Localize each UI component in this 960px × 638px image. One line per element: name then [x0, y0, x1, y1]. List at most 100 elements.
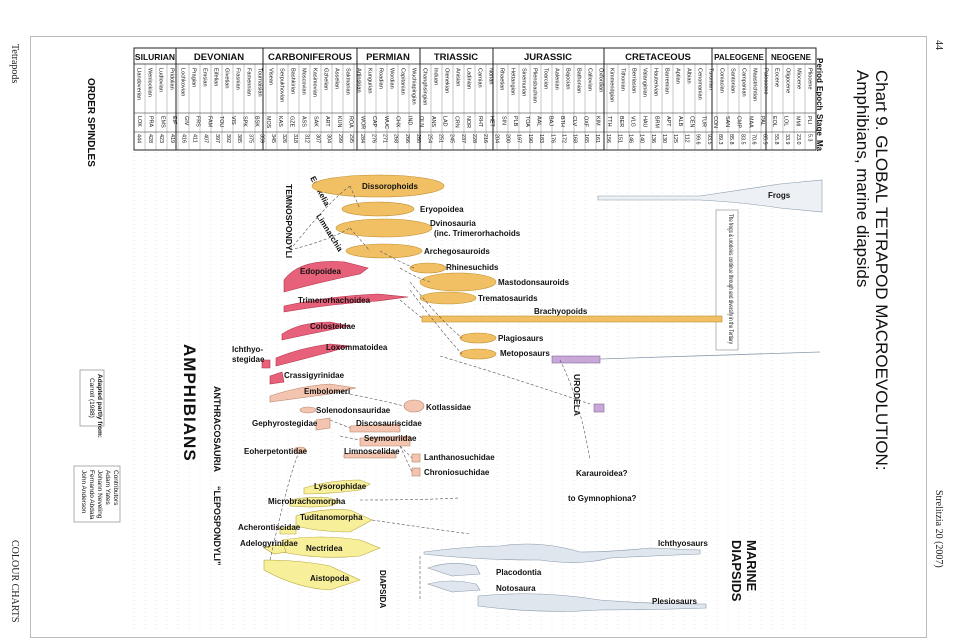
discosauriscidae-spindle — [349, 423, 401, 433]
ma-value: 284 — [359, 134, 365, 143]
header-epoch: Epoch — [815, 86, 824, 111]
epoch-label: Rhaetian — [499, 68, 505, 90]
ma-value: 318 — [292, 134, 298, 143]
taxon-labels: Dissorophoids Eryopoidea Dvinosauria (in… — [232, 182, 791, 606]
dvinosauria-spindle — [335, 218, 433, 238]
stage-code: LAD — [442, 116, 448, 127]
stage-code: BER — [618, 116, 624, 127]
label-limnarchia: Limnarchia — [314, 212, 345, 253]
edopoidea-spindle — [283, 261, 369, 293]
ichthyostegidae-spindle — [261, 359, 271, 369]
stage-code: OLN — [418, 116, 424, 127]
stage-code: IND — [406, 116, 412, 125]
ma-value: 146 — [628, 134, 634, 143]
ma-value: 423 — [158, 134, 164, 143]
ma-value: 268 — [393, 134, 399, 143]
loxommatoidea-spindle — [275, 343, 351, 367]
trimerorhachoidea-spindle — [283, 293, 409, 313]
stage-code: CLV — [571, 116, 577, 126]
stage-code: SIN — [500, 116, 506, 125]
epoch-label: Llandoverian — [136, 68, 142, 100]
ma-value: 271 — [382, 134, 388, 143]
ma-value: 428 — [147, 134, 153, 143]
attribution-line1: Adapted partly from: — [96, 374, 103, 438]
crassigyrinidae-spindle — [269, 371, 285, 385]
ma-value: 65.5 — [762, 134, 768, 145]
lanthanosuchidae-spindle — [411, 453, 421, 463]
ma-value: 254 — [426, 134, 432, 143]
ma-value: 89.3 — [717, 134, 723, 145]
taxon-dvinosauria: Dvinosauria — [430, 219, 476, 228]
stage-code: CON — [712, 116, 718, 128]
group-labels: ORDER SPINDLES AMPHIBIANS ANTHRACOSAURIA… — [85, 78, 759, 608]
epoch-label: Kasimovian — [312, 68, 318, 97]
eryopoidea-spindle — [341, 201, 415, 217]
eoherpetontidae-spindle — [293, 446, 307, 454]
taxon-brachyopoids: Brachyopoids — [534, 307, 588, 316]
ma-value: 165 — [583, 134, 589, 143]
stage-code: PLB — [512, 116, 518, 127]
notosaura-spindle — [426, 580, 481, 593]
ma-value: 99.6 — [695, 134, 701, 145]
header-rows: Period Epoch Stage Ma — [815, 58, 824, 152]
ma-value: 295 — [348, 134, 354, 143]
taxon-lanthanosuchidae: Lanthanosuchidae — [424, 453, 495, 462]
chroniosuchidae-spindle — [411, 467, 421, 477]
epoch-label: Asselian — [334, 68, 340, 89]
ma-value: 176 — [549, 134, 555, 143]
ma-value: 237 — [460, 134, 466, 143]
epoch-label: Lochkovian — [180, 68, 186, 96]
stage-code: EIF — [171, 116, 177, 125]
epoch-label: Artinskian — [356, 68, 362, 93]
taxon-archegosauroids: Archegosauroids — [424, 247, 490, 256]
ma-value: 245 — [449, 134, 455, 143]
epoch-label: Induan — [433, 68, 439, 85]
stage-code: CMP — [736, 116, 742, 128]
trematosaurids-spindle — [419, 291, 477, 305]
microbrachomorpha-spindle — [289, 497, 341, 508]
ma-value: 83.5 — [739, 134, 745, 145]
taxon-embolomeri: Embolomeri — [304, 387, 350, 396]
period-jurassic: JURASSIC — [524, 52, 572, 63]
stage-code: NOR — [465, 116, 471, 128]
epoch-label: Oligocene — [785, 68, 791, 93]
ma-value: 359 — [259, 134, 265, 143]
taxon-karauroidea: Karauroidea? — [576, 469, 628, 478]
epoch-label: Tournaisian — [257, 68, 263, 97]
taxon-gymnophiona: to Gymnophiona? — [568, 494, 637, 503]
epoch-label: Pridolian — [169, 68, 175, 90]
acherontiscidae-spindle — [279, 525, 297, 535]
epoch-label: Capitanian — [400, 68, 406, 95]
attribution-box: Adapted partly from: Carroll (1988) — [79, 369, 105, 438]
stage-code: LOL — [783, 116, 789, 126]
epoch-label: Givetian — [224, 68, 230, 89]
ma-value: 200 — [505, 134, 511, 143]
rhinesuchids-spindle — [409, 262, 447, 274]
label-order-spindles: ORDER SPINDLES — [85, 78, 96, 167]
kotlassidae-spindle — [403, 399, 425, 413]
stage-code: WUC — [383, 116, 389, 129]
stage-code: KIM — [594, 116, 600, 126]
epoch-label: Wordian — [389, 68, 395, 89]
contributors-box: Contributors Adam Yates Johann Neveling … — [73, 465, 121, 523]
contributor-3: Fernando Abdala — [88, 470, 95, 520]
epoch-label: Changhsingian — [422, 68, 428, 105]
taxon-chroniosuchidae: Chroniosuchidae — [424, 468, 490, 477]
stage-code: ALB — [677, 116, 683, 127]
ma-value: 183 — [538, 134, 544, 143]
gephyrostegidae-spindle — [315, 417, 331, 431]
epoch-label: Barremian — [664, 68, 670, 94]
ma-value: 140 — [639, 134, 645, 143]
ma-value: 204 — [493, 134, 499, 143]
ichthyosaurs-spindle — [423, 543, 701, 563]
ma-value: 304 — [326, 134, 332, 143]
epoch-label: Roadian — [378, 68, 384, 89]
stage-code: AAL — [536, 116, 542, 126]
epoch-label: Sakmarian — [345, 68, 351, 95]
nectridea-spindle — [281, 536, 381, 558]
stage-code: HET — [489, 116, 495, 127]
seymouriidae-spindle — [359, 435, 411, 447]
epoch-label: Berriasian — [631, 68, 637, 93]
taxon-kotlassidae: Kotlassidae — [426, 403, 471, 412]
